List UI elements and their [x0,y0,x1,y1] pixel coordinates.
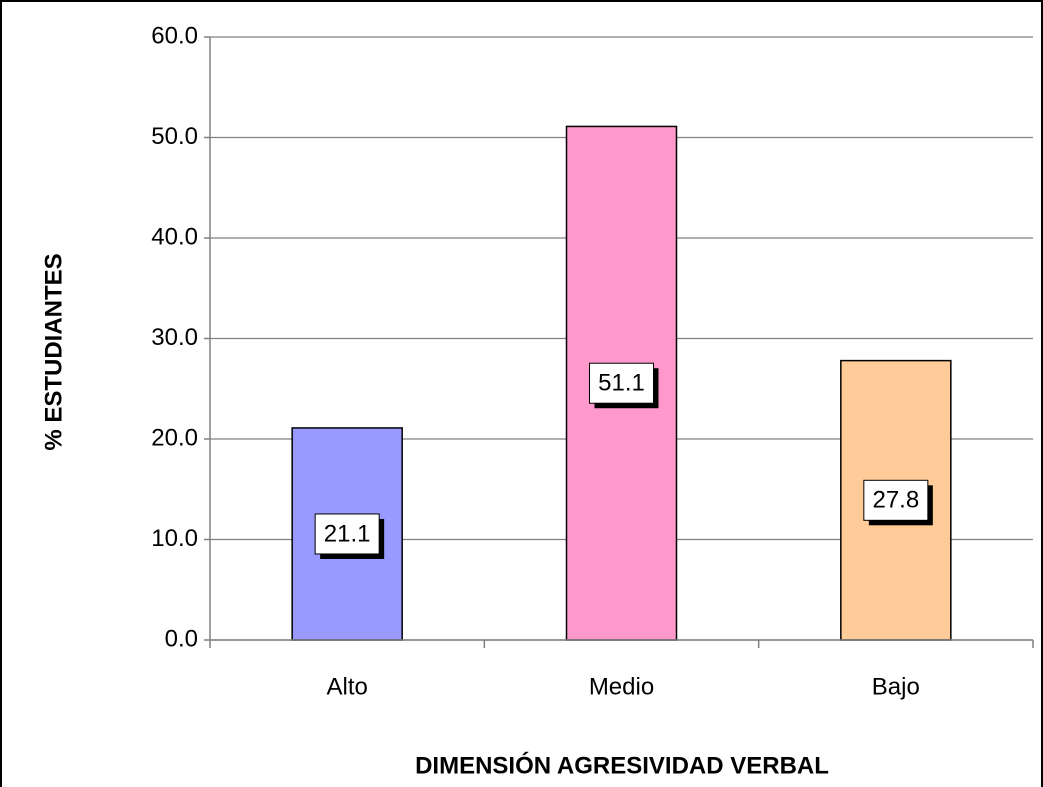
y-tick-label: 60.0 [151,22,198,49]
x-tick-label: Alto [326,673,367,700]
value-label: 51.1 [598,370,645,397]
value-label-box [314,513,380,555]
y-tick-label: 40.0 [151,223,198,250]
value-label: 27.8 [872,487,919,514]
y-tick-label: 10.0 [151,525,198,552]
x-tick-label: Medio [589,673,654,700]
y-tick-label: 20.0 [151,424,198,451]
x-tick-label: Bajo [872,673,920,700]
value-label-box [589,362,654,404]
value-label-box [863,479,929,521]
y-tick-label: 30.0 [151,324,198,351]
y-axis-title: % ESTUDIANTES [40,253,67,450]
y-tick-label: 50.0 [151,123,198,150]
value-label: 21.1 [324,520,371,547]
y-tick-label: 0.0 [165,625,198,652]
x-axis-title: DIMENSIÓN AGRESIVIDAD VERBAL [415,751,829,779]
